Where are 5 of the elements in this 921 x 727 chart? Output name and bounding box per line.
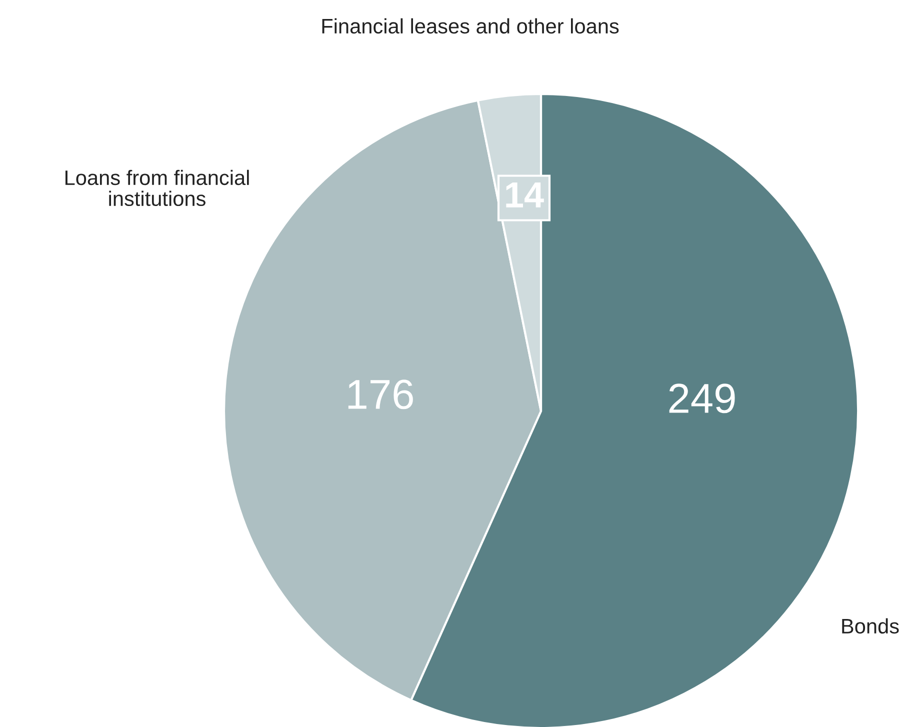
data-label: 249 (669, 384, 735, 414)
slice-label: Financial leases and other loans (322, 18, 619, 34)
slice-label: Bonds (842, 618, 899, 634)
slice-label: Loans from financial institutions (65, 170, 249, 206)
data-label: 176 (348, 380, 413, 410)
